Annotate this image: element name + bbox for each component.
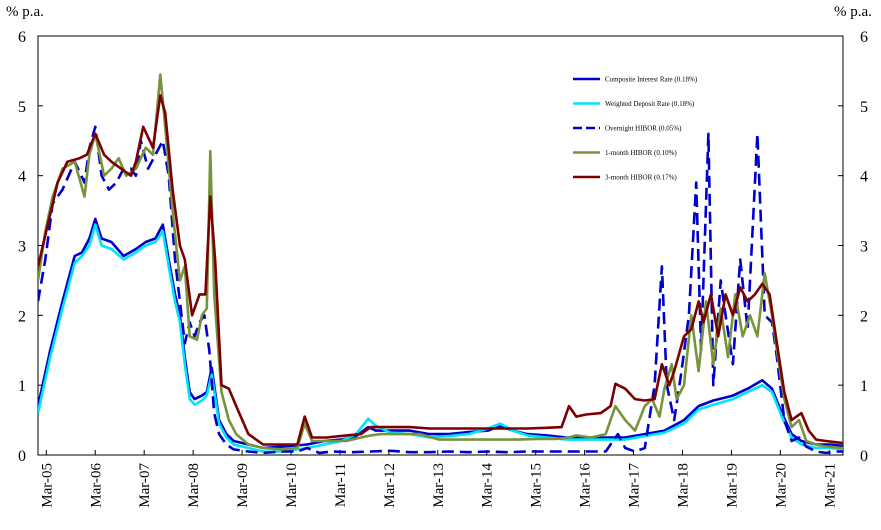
- y-tick-label-right: 6: [860, 29, 868, 46]
- legend-label-5: 3-month HIBOR (0.17%): [605, 174, 677, 182]
- series-lines: [38, 73, 843, 455]
- y-tick-label-left: 2: [18, 308, 26, 325]
- legend: Composite Interest Rate (0.18%) Weighted …: [573, 76, 698, 182]
- x-tick-label: Mar-09: [235, 463, 251, 508]
- y-tick-label-right: 5: [860, 99, 868, 116]
- y-axis-right: 0 1 2 3 4 5 6: [838, 29, 868, 465]
- series-line-4: [38, 73, 843, 451]
- x-tick-label: Mar-10: [284, 463, 300, 508]
- legend-label-3: Overnight HIBOR (0.05%): [605, 125, 682, 133]
- x-tick-label: Mar-21: [822, 463, 838, 508]
- y-tick-label-right: 2: [860, 308, 868, 325]
- x-tick-label: Mar-13: [431, 463, 447, 508]
- x-tick-label: Mar-12: [382, 463, 398, 508]
- y-axis-unit-left: % p.a.: [6, 4, 44, 20]
- series-line-2: [38, 223, 843, 453]
- x-tick-label: Mar-06: [88, 463, 104, 508]
- y-tick-label-right: 3: [860, 239, 868, 256]
- x-tick-label: Mar-16: [578, 463, 594, 508]
- y-tick-label-left: 4: [18, 169, 26, 186]
- legend-label-1: Composite Interest Rate (0.18%): [605, 76, 698, 84]
- x-tick-label: Mar-20: [773, 463, 789, 508]
- y-tick-label-left: 5: [18, 99, 26, 116]
- x-tick-label: Mar-18: [675, 463, 691, 508]
- y-tick-label-left: 0: [18, 448, 26, 465]
- legend-label-4: 1-month HIBOR (0.10%): [605, 149, 677, 157]
- y-tick-label-left: 1: [18, 378, 26, 395]
- y-axis-left: 0 1 2 3 4 5 6: [18, 29, 43, 465]
- y-tick-label-left: 3: [18, 239, 26, 256]
- y-tick-label-right: 0: [860, 448, 868, 465]
- x-tick-label: Mar-11: [333, 463, 349, 507]
- x-axis: Mar-05 Mar-06 Mar-07 Mar-08 Mar-09 Mar-10 Mar-…: [39, 450, 838, 508]
- x-tick-label: Mar-07: [137, 463, 153, 508]
- y-tick-label-left: 6: [18, 29, 26, 46]
- x-tick-label: Mar-05: [39, 463, 55, 508]
- x-tick-label: Mar-14: [480, 463, 496, 508]
- x-tick-label: Mar-17: [627, 463, 643, 508]
- y-axis-unit-right: % p.a.: [834, 4, 872, 20]
- x-tick-label: Mar-15: [529, 463, 545, 508]
- y-tick-label-right: 4: [860, 169, 868, 186]
- series-line-5: [38, 94, 843, 446]
- x-tick-label: Mar-08: [186, 463, 202, 508]
- legend-label-2: Weighted Deposit Rate (0.18%): [605, 100, 695, 108]
- x-tick-label: Mar-19: [724, 463, 740, 508]
- series-line-1: [38, 217, 843, 450]
- y-tick-label-right: 1: [860, 378, 868, 395]
- series-line-3: [38, 125, 843, 455]
